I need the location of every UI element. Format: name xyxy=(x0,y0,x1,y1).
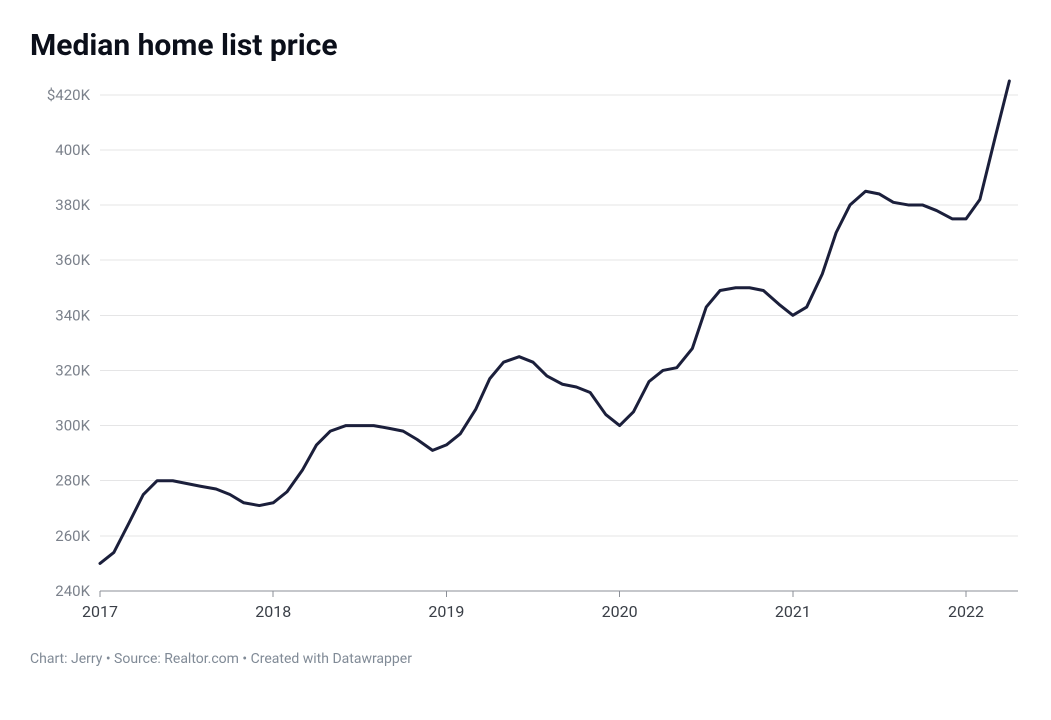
x-tick-label: 2020 xyxy=(602,602,638,621)
chart-area: 240K 260K 280K 300K 320K 340K 360K 380K 400K $420… xyxy=(30,71,1033,635)
y-tick-label: 300K xyxy=(55,417,90,435)
x-tick-label: 2021 xyxy=(775,602,811,621)
x-tick-label: 2019 xyxy=(428,602,464,621)
x-tick-label: 2017 xyxy=(82,602,118,621)
x-tick-label: 2022 xyxy=(948,602,984,621)
x-tick-label: 2018 xyxy=(255,602,291,621)
chart-credit: Chart: Jerry • Source: Realtor.com • Cre… xyxy=(30,651,1033,667)
y-tick-label: 360K xyxy=(55,251,90,269)
y-tick-label: 240K xyxy=(55,582,90,600)
line-chart-svg: 240K 260K 280K 300K 320K 340K 360K 380K 400K $420… xyxy=(30,71,1030,631)
y-tick-label: $420K xyxy=(47,86,91,104)
y-tick-label: 320K xyxy=(55,361,90,379)
chart-title: Median home list price xyxy=(30,28,1033,63)
y-tick-label: 340K xyxy=(55,306,90,324)
y-tick-label: 260K xyxy=(55,527,90,545)
y-tick-label: 280K xyxy=(55,472,90,490)
y-tick-label: 380K xyxy=(55,196,90,214)
y-tick-label: 400K xyxy=(55,141,90,159)
